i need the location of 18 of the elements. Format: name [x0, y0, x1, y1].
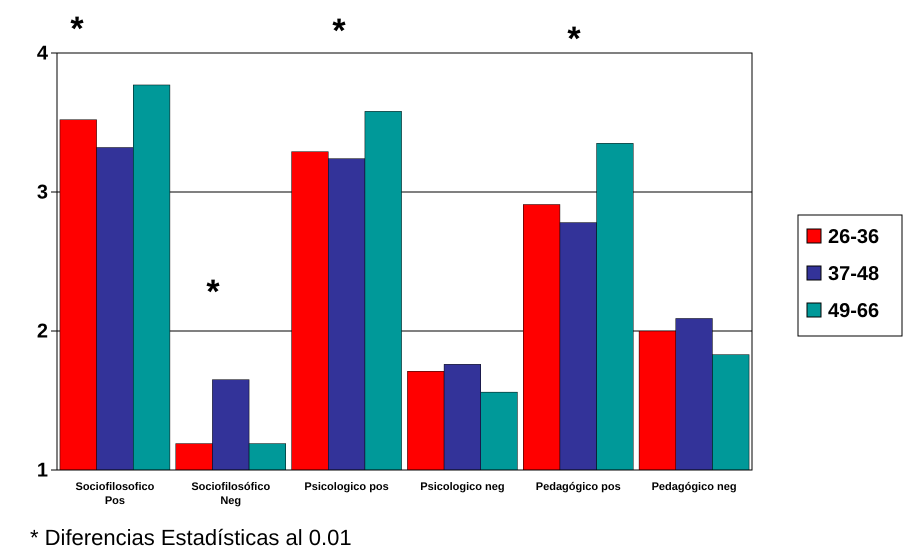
legend-label: 26-36 — [828, 226, 880, 248]
x-tick-label: Pedagógico neg — [652, 480, 737, 493]
x-tick-label: Pedagógico pos — [536, 480, 621, 493]
text: * — [70, 10, 84, 48]
annotation: * — [206, 273, 220, 311]
y-tick-label: 1 — [36, 459, 48, 482]
legend-label: 49-66 — [828, 300, 880, 322]
x-tick-label: Sociofilosofico Pos — [75, 480, 155, 508]
text: * — [332, 12, 346, 50]
y-tick-label: 3 — [36, 181, 48, 204]
annotation: * — [567, 20, 582, 58]
y-tick-label: 2 — [36, 320, 48, 342]
x-tick-label: Sociofilosófico Neg — [191, 480, 270, 508]
x-tick-label: Psicologico pos — [304, 480, 389, 493]
x-tick-label: Psicologico neg — [420, 480, 505, 493]
y-tick-label: 4 — [36, 42, 49, 64]
text: * Diferencias Estadísticas al 0.01 — [30, 525, 352, 550]
legend-label: 37-48 — [828, 263, 880, 285]
